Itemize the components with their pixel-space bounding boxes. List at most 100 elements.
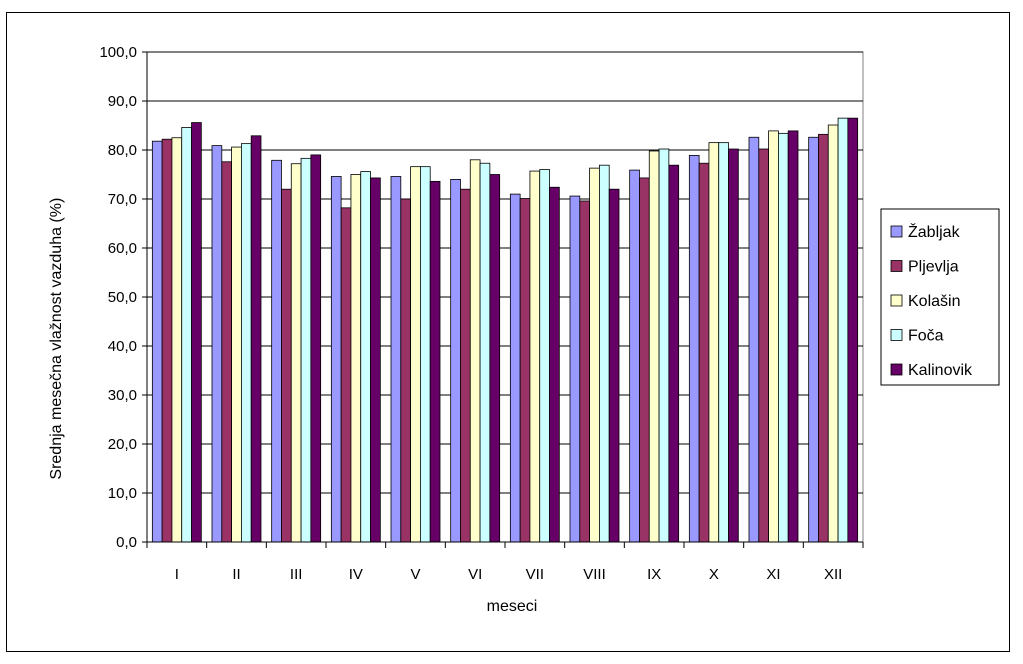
- bar: [718, 142, 729, 543]
- bar: [450, 178, 461, 543]
- y-tick-labels: 0,0 10,0 20,0 30,0 40,0 50,0 60,0 70,0 80,0 90,0 1…: [99, 44, 137, 551]
- bar: [808, 136, 819, 543]
- bar: [231, 146, 242, 543]
- bar: [171, 137, 183, 543]
- axes: [142, 51, 864, 548]
- bar: [419, 166, 431, 543]
- bar: [778, 132, 789, 543]
- bar: [370, 177, 381, 543]
- bar: [211, 145, 223, 543]
- bar: [549, 186, 560, 543]
- bar: [837, 117, 849, 543]
- bar: [569, 195, 581, 543]
- bar: [787, 130, 799, 543]
- y-tick-label: 70,0: [108, 191, 137, 208]
- bar: [579, 200, 590, 543]
- legend-label: Foča: [908, 328, 944, 345]
- bar: [360, 171, 371, 543]
- bar: [429, 180, 441, 543]
- bar: [648, 150, 660, 543]
- bar: [698, 162, 710, 543]
- bar: [768, 130, 779, 543]
- bar: [271, 159, 282, 543]
- x-tick-labels: I II III IV V VI VII VIII IX X XI XII: [175, 566, 843, 583]
- x-tick-label: I: [175, 566, 179, 583]
- bar: [310, 154, 322, 543]
- bar: [161, 138, 173, 543]
- bar: [290, 163, 302, 543]
- y-tick-label: 100,0: [99, 44, 137, 61]
- y-tick-label: 0,0: [116, 534, 137, 551]
- legend-swatch: [890, 260, 903, 272]
- bar: [250, 135, 262, 543]
- x-tick-label: VII: [526, 566, 544, 583]
- bar: [639, 177, 650, 543]
- x-tick-label: X: [709, 566, 719, 583]
- x-tick-label: XI: [766, 566, 780, 583]
- bar: [151, 140, 163, 543]
- legend-label: Žabljak: [908, 222, 961, 241]
- bar: [181, 127, 192, 543]
- bar: [658, 148, 670, 543]
- y-tick-label: 50,0: [108, 289, 137, 306]
- x-tick-label: VIII: [583, 566, 606, 583]
- y-axis-title: Srednja mesečna vlažnost vazduha (%): [48, 198, 65, 480]
- bar: [191, 122, 202, 543]
- x-tick-label: V: [410, 566, 420, 583]
- legend-label: Kalinovik: [908, 362, 973, 379]
- bar: [300, 157, 312, 543]
- bar: [599, 164, 610, 543]
- legend-swatch: [890, 363, 903, 376]
- bar: [668, 164, 680, 543]
- bar: [629, 169, 640, 543]
- bar: [350, 174, 362, 543]
- bar: [240, 143, 252, 543]
- bar: [221, 161, 233, 543]
- x-tick-label: II: [232, 566, 240, 583]
- bar: [589, 167, 600, 543]
- bar: [688, 154, 700, 543]
- bar: [847, 117, 859, 543]
- bar: [608, 188, 620, 543]
- legend-label: Kolašin: [908, 293, 960, 310]
- bar: [827, 124, 839, 543]
- x-axis-title: meseci: [487, 598, 538, 615]
- bar: [479, 162, 491, 543]
- x-tick-label: III: [290, 566, 303, 583]
- legend: Žabljak Pljevlja Kolašin Foča Kalinovik: [880, 208, 1000, 386]
- y-tick-label: 60,0: [108, 240, 137, 257]
- bar: [728, 148, 739, 543]
- bars: [151, 117, 859, 543]
- legend-swatch: [890, 294, 903, 307]
- bar: [400, 198, 411, 543]
- bar: [539, 169, 550, 543]
- bar: [708, 142, 720, 543]
- y-tick-label: 90,0: [108, 93, 137, 110]
- bar: [519, 198, 531, 543]
- bar: [489, 174, 501, 543]
- y-tick-label: 40,0: [108, 338, 137, 355]
- x-tick-label: IX: [647, 566, 661, 583]
- bar: [340, 207, 352, 543]
- bar: [529, 170, 541, 543]
- y-tick-label: 30,0: [108, 387, 137, 404]
- y-tick-label: 10,0: [108, 485, 137, 502]
- legend-swatch: [890, 329, 903, 341]
- x-tick-label: IV: [349, 566, 363, 583]
- bar: [460, 188, 471, 543]
- bar: [509, 193, 521, 543]
- x-tick-label: XII: [824, 566, 842, 583]
- legend-label: Pljevlja: [908, 259, 959, 276]
- grid-lines: [146, 51, 864, 543]
- bar: [469, 159, 481, 543]
- chart-frame: 0,0 10,0 20,0 30,0 40,0 50,0 60,0 70,0 80,0 90,0 1…: [6, 12, 1010, 652]
- bar: [281, 188, 292, 543]
- bar: [410, 166, 421, 543]
- bar: [330, 176, 342, 543]
- bar: [758, 148, 769, 543]
- bar: [390, 176, 402, 543]
- chart-svg: 0,0 10,0 20,0 30,0 40,0 50,0 60,0 70,0 80,0 90,0 1…: [48, 44, 1000, 615]
- y-tick-label: 80,0: [108, 142, 137, 159]
- x-tick-label: VI: [468, 566, 482, 583]
- bar: [818, 133, 829, 543]
